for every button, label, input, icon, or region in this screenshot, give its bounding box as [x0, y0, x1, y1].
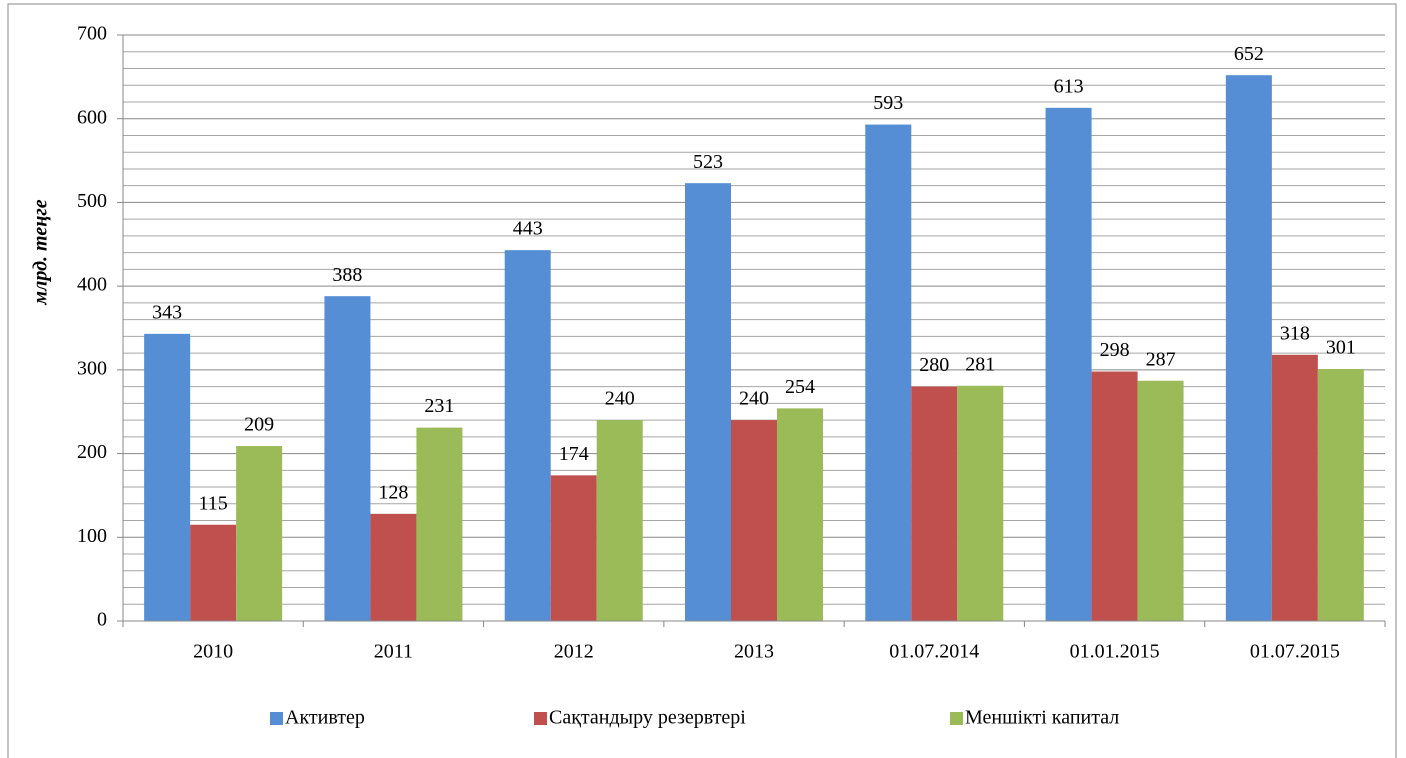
bar: [777, 408, 823, 621]
x-tick-label: 01.01.2015: [1070, 641, 1160, 663]
data-label: 254: [785, 376, 815, 398]
legend-swatch: [950, 712, 963, 725]
legend-label: Меншікті капитал: [965, 707, 1119, 729]
bar: [957, 385, 1004, 621]
legend-label: Сақтандыру резервтері: [549, 707, 746, 729]
data-label: 240: [605, 388, 635, 410]
y-tick-label: 0: [97, 609, 107, 631]
data-label: 388: [332, 264, 362, 286]
bar: [1137, 380, 1184, 621]
y-axis-label: млрд. теңге: [30, 199, 52, 305]
data-label: 301: [1326, 337, 1356, 359]
bar: [1225, 75, 1272, 621]
data-label: 281: [965, 353, 995, 375]
bar: [1271, 354, 1318, 621]
bar: [144, 333, 191, 621]
data-label: 115: [199, 492, 228, 514]
bar: [731, 420, 777, 621]
data-label: 298: [1100, 339, 1130, 361]
legend-swatch: [534, 712, 547, 725]
y-tick-label: 400: [77, 274, 107, 296]
bar: [911, 386, 958, 621]
bar: [865, 124, 912, 622]
x-tick-label: 2013: [734, 641, 774, 663]
bar: [596, 420, 643, 621]
y-tick-label: 700: [77, 23, 107, 45]
y-tick-label: 100: [77, 525, 107, 547]
bar: [236, 446, 283, 621]
legend-label: Активтер: [285, 707, 365, 729]
data-label: 318: [1280, 322, 1310, 344]
data-label: 209: [244, 414, 274, 436]
y-tick-label: 300: [77, 357, 107, 379]
data-label: 443: [513, 218, 543, 240]
data-label: 652: [1234, 43, 1264, 65]
bar: [685, 183, 731, 621]
bar: [504, 250, 551, 621]
data-label: 593: [873, 92, 903, 114]
bar: [1045, 107, 1092, 622]
bar: [324, 296, 371, 621]
y-tick-label: 500: [77, 190, 107, 212]
y-tick-label: 600: [77, 106, 107, 128]
data-label: 343: [152, 301, 182, 323]
y-tick-label: 200: [77, 441, 107, 463]
x-tick-label: 01.07.2014: [889, 641, 979, 663]
x-tick-label: 2010: [193, 641, 233, 663]
x-tick-label: 2011: [374, 641, 413, 663]
data-label: 128: [378, 481, 408, 503]
bar: [190, 524, 237, 621]
bar: [416, 427, 463, 621]
data-label: 287: [1146, 348, 1176, 370]
data-label: 231: [424, 395, 454, 417]
data-label: 613: [1054, 75, 1084, 97]
data-label: 523: [693, 151, 723, 173]
x-tick-label: 01.07.2015: [1250, 641, 1340, 663]
legend-swatch: [270, 712, 283, 725]
data-label: 240: [739, 388, 769, 410]
bar: [550, 475, 597, 621]
bar: [370, 513, 417, 621]
bar: [1091, 371, 1138, 621]
data-label: 280: [919, 354, 949, 376]
data-label: 174: [559, 443, 589, 465]
chart-frame: [7, 3, 1397, 758]
x-tick-label: 2012: [554, 641, 594, 663]
bar: [1317, 369, 1364, 621]
